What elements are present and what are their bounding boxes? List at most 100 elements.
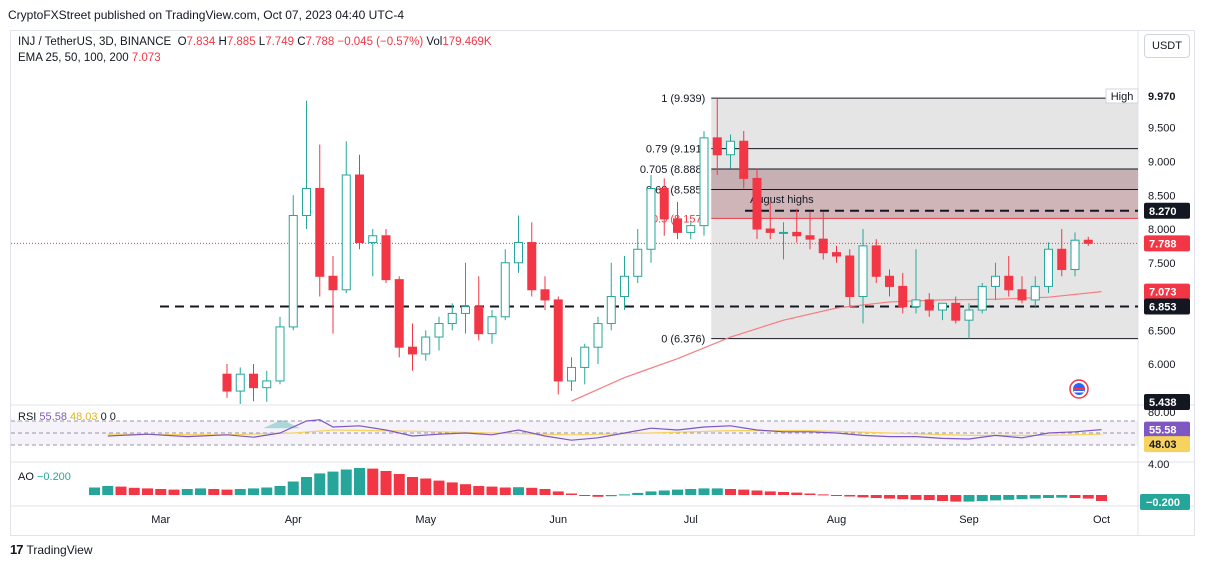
candle-body [686, 225, 696, 233]
candle-body [752, 177, 762, 230]
footer: 17 TradingView [10, 542, 93, 557]
ao-bar [619, 494, 630, 496]
axes-layer: 9.5009.0008.5008.0007.5007.0006.5006.000… [151, 91, 1190, 526]
ao-bar [950, 495, 962, 502]
price-tick-label: 9.000 [1148, 156, 1176, 168]
ao-value: −0.200 [36, 471, 71, 483]
time-axis-label: May [415, 514, 436, 526]
candle-body [858, 245, 868, 298]
ema-layer [571, 291, 1102, 402]
candle-body [765, 228, 775, 233]
open-value: 7.834 [186, 36, 216, 48]
rsi-ma-value: 48.03 [70, 411, 98, 423]
price-badge-box [1144, 394, 1190, 410]
candle-body [977, 285, 987, 311]
level-lines-layer: August highs High [11, 88, 1139, 308]
candle-body [580, 346, 590, 368]
ao-bar [910, 495, 922, 500]
rsi-label[interactable]: RSI [18, 411, 37, 423]
price-badge: 8.270 [1149, 206, 1177, 218]
ao-bar [128, 487, 140, 495]
ao-bar [155, 489, 167, 495]
ao-bar [1043, 495, 1054, 498]
ao-label[interactable]: AO [18, 471, 34, 483]
ema-label[interactable]: EMA 25, 50, 100, 200 [18, 52, 129, 64]
candle-body [487, 316, 497, 335]
price-badge: 7.788 [1149, 238, 1177, 250]
high-value: 7.885 [226, 36, 256, 48]
time-axis-label: Oct [1093, 514, 1110, 526]
fib-level-label: 0 (6.376) [661, 334, 705, 346]
ao-bar [897, 495, 909, 500]
rsi-ma-badge-box [1144, 436, 1190, 453]
candle-body [938, 302, 947, 311]
candle-body [222, 373, 232, 392]
ao-bar [274, 486, 286, 495]
low-label: L [258, 36, 266, 48]
ao-legend: AO −0.200 [18, 471, 71, 483]
symbol-legend: INJ / TetherUS, 3D, BINANCE O7.834 H7.88… [18, 36, 492, 48]
us-flag-icon [1074, 391, 1084, 393]
time-axis-label: Sep [959, 514, 979, 526]
price-tick-label: 7.500 [1148, 258, 1176, 270]
ao-bar [168, 489, 180, 495]
ao-bar [817, 494, 829, 496]
candle-body [447, 312, 457, 325]
ao-bar [937, 495, 948, 501]
candle-body [1044, 248, 1053, 287]
candle-body [1004, 275, 1014, 291]
ao-bar [645, 491, 657, 495]
rsi-extra: 0 0 [100, 411, 116, 423]
candle-body [355, 174, 364, 244]
rsi-ma-line [107, 429, 1102, 436]
rsi-axis-label: 80.00 [1148, 407, 1176, 419]
ao-bar [367, 468, 379, 495]
ao-bar [1029, 495, 1041, 499]
candle-body [527, 242, 537, 291]
ao-bar [234, 489, 246, 495]
fibonacci-layer: 1 (9.939)0.79 (9.191)0.705 (8.888)0.62 (… [640, 93, 1138, 346]
candle-body [421, 336, 431, 355]
price-tick-label: 8.500 [1148, 190, 1176, 202]
ao-bar [711, 488, 723, 495]
time-axis-label: Jul [684, 514, 698, 526]
currency-button[interactable]: USDT [1144, 34, 1190, 58]
ao-bar [248, 488, 259, 495]
candle-body [408, 346, 417, 355]
candle-body [249, 373, 258, 389]
close-value: 7.788 [305, 36, 335, 48]
candle-body [275, 326, 285, 382]
candle-body [368, 235, 378, 244]
ao-bar [552, 491, 564, 495]
candle-body [500, 262, 510, 318]
candle-body [726, 140, 735, 156]
candle-body [832, 252, 841, 257]
candle-body [924, 299, 934, 311]
candle-body [620, 275, 629, 298]
candle-body [567, 366, 576, 382]
symbol-name[interactable]: INJ / TetherUS, 3D, BINANCE [18, 36, 172, 48]
candle-body [540, 289, 550, 301]
candle-body [991, 275, 1000, 287]
candle-body [593, 323, 603, 348]
price-badge-box [1144, 283, 1190, 300]
price-badge-box [1144, 298, 1190, 315]
volume-label: Vol [426, 36, 443, 48]
rsi-badge: 55.58 [1149, 425, 1177, 437]
candle-body [845, 255, 855, 298]
candle-body [633, 248, 643, 277]
price-badge: 9.970 [1148, 91, 1176, 103]
footer-brand[interactable]: TradingView [26, 542, 93, 557]
candle-body [699, 137, 709, 227]
ao-bar [221, 489, 233, 495]
ao-bar [725, 489, 736, 495]
candle-body [1057, 248, 1067, 271]
ao-bar [1056, 495, 1068, 498]
ao-bar [672, 489, 683, 495]
candle-body [1083, 239, 1093, 244]
ao-bar [831, 495, 842, 496]
ao-badge: −0.200 [1146, 497, 1180, 509]
rsi-axis-label: 4.00 [1148, 459, 1169, 471]
ao-bar [314, 473, 326, 495]
